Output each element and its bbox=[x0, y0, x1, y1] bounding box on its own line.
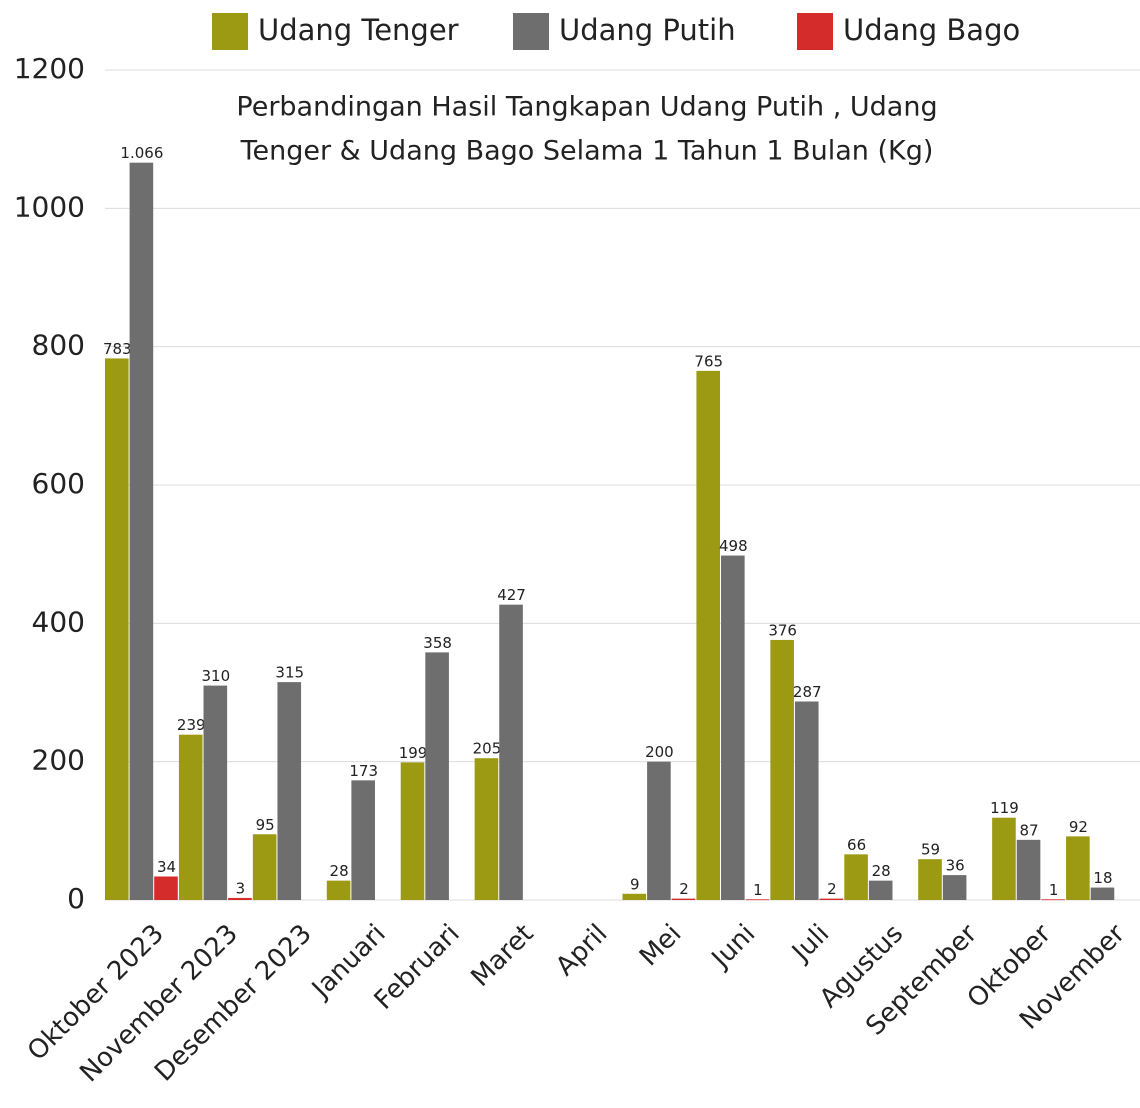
bar bbox=[794, 701, 819, 900]
legend-label: Udang Bago bbox=[843, 13, 1020, 47]
bar bbox=[647, 761, 671, 900]
chart-title: Perbandingan Hasil Tangkapan Udang Putih… bbox=[236, 92, 937, 123]
bar bbox=[868, 880, 893, 900]
bar bbox=[992, 817, 1016, 900]
data-label: 1.066 bbox=[120, 144, 163, 162]
bar bbox=[942, 875, 967, 900]
y-tick-label: 1000 bbox=[14, 190, 85, 223]
x-tick-label: Juni bbox=[705, 919, 761, 975]
bar bbox=[178, 734, 203, 900]
legend-label: Udang Putih bbox=[559, 13, 736, 47]
data-label: 287 bbox=[793, 683, 822, 701]
bar bbox=[745, 899, 770, 901]
data-label: 783 bbox=[103, 340, 132, 358]
bar bbox=[474, 758, 499, 900]
y-tick-label: 0 bbox=[67, 882, 85, 915]
data-label: 205 bbox=[473, 740, 502, 758]
x-tick-label: Mei bbox=[634, 919, 687, 972]
bar bbox=[129, 162, 154, 900]
data-label: 3 bbox=[236, 879, 246, 897]
data-label: 239 bbox=[177, 716, 206, 734]
bar bbox=[499, 604, 523, 900]
bar bbox=[844, 854, 868, 900]
bar bbox=[1066, 836, 1090, 900]
data-label: 34 bbox=[157, 858, 176, 876]
x-tick-label: Juli bbox=[785, 919, 835, 969]
data-label: 2 bbox=[827, 880, 837, 898]
data-label: 1 bbox=[1049, 881, 1059, 899]
bar bbox=[252, 834, 277, 900]
x-tick-label: April bbox=[550, 919, 613, 982]
bar bbox=[277, 682, 302, 900]
data-label: 18 bbox=[1093, 869, 1112, 887]
data-label: 200 bbox=[645, 743, 674, 761]
data-label: 498 bbox=[719, 537, 748, 555]
bar bbox=[425, 652, 449, 900]
data-label: 36 bbox=[946, 857, 965, 875]
bar bbox=[105, 358, 129, 900]
legend-swatch bbox=[212, 13, 248, 50]
bar bbox=[203, 685, 228, 900]
bar bbox=[1041, 899, 1065, 901]
data-label: 28 bbox=[872, 862, 891, 880]
y-tick-label: 600 bbox=[32, 467, 85, 500]
data-label: 95 bbox=[256, 816, 275, 834]
legend-label: Udang Tenger bbox=[258, 13, 459, 47]
data-label: 376 bbox=[768, 621, 797, 639]
legend-swatch bbox=[513, 13, 549, 50]
data-label: 59 bbox=[921, 841, 940, 859]
chart-title: Tenger & Udang Bago Selama 1 Tahun 1 Bul… bbox=[240, 136, 934, 167]
bar bbox=[1090, 887, 1115, 900]
data-label: 315 bbox=[275, 664, 304, 682]
bar bbox=[326, 880, 351, 900]
bar bbox=[351, 780, 375, 900]
bar bbox=[721, 555, 745, 900]
data-label: 28 bbox=[330, 862, 349, 880]
bar bbox=[1016, 839, 1041, 900]
data-label: 173 bbox=[349, 762, 378, 780]
data-label: 310 bbox=[202, 667, 231, 685]
data-label: 119 bbox=[990, 799, 1019, 817]
y-tick-label: 800 bbox=[32, 329, 85, 362]
x-tick-label: Maret bbox=[466, 919, 540, 993]
y-tick-label: 200 bbox=[32, 744, 85, 777]
data-label: 92 bbox=[1069, 818, 1088, 836]
data-label: 66 bbox=[847, 836, 866, 854]
bar bbox=[228, 897, 252, 900]
bar bbox=[154, 876, 178, 900]
y-tick-label: 400 bbox=[32, 605, 85, 638]
data-label: 9 bbox=[630, 875, 640, 893]
data-label: 427 bbox=[497, 586, 526, 604]
bar bbox=[696, 370, 721, 900]
data-label: 2 bbox=[679, 880, 689, 898]
data-label: 765 bbox=[694, 352, 723, 370]
data-label: 199 bbox=[399, 744, 428, 762]
bar bbox=[819, 898, 844, 900]
bar bbox=[671, 898, 696, 900]
bar bbox=[770, 639, 794, 900]
bar bbox=[622, 893, 647, 900]
data-label: 358 bbox=[423, 634, 452, 652]
legend-swatch bbox=[797, 13, 833, 50]
data-label: 1 bbox=[753, 881, 763, 899]
bar bbox=[918, 859, 942, 900]
data-label: 87 bbox=[1019, 821, 1038, 839]
y-tick-label: 1200 bbox=[14, 52, 85, 85]
bar bbox=[400, 762, 425, 900]
